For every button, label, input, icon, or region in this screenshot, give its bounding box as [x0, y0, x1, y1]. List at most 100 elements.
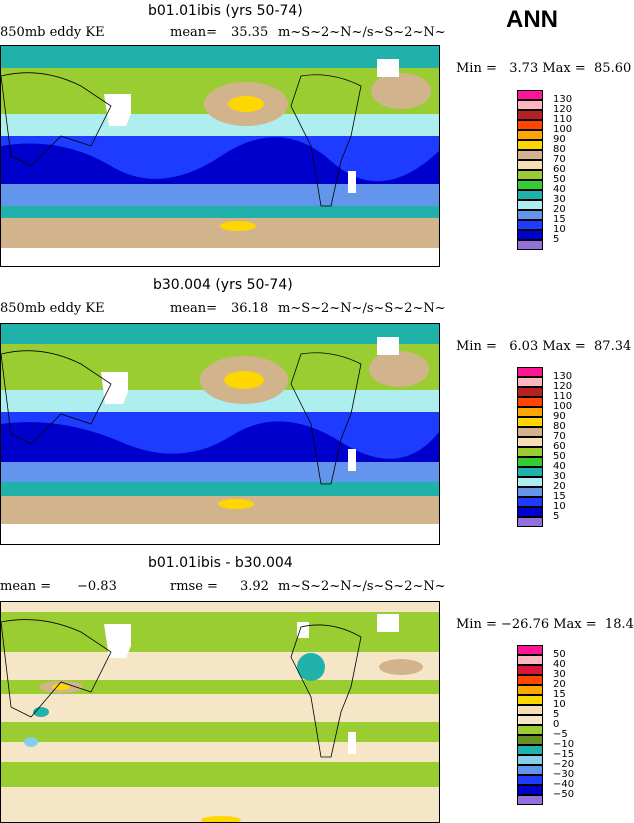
colorbar-swatch	[517, 110, 543, 120]
colorbar-swatch	[517, 447, 543, 457]
panel-1-colorbar: 130 120 110 100 90 80 70 60 50 40 30 20 …	[517, 90, 597, 258]
colorbar-swatch	[517, 497, 543, 507]
panel-2-colorbar: 130 120 110 100 90 80 70 60 50 40 30 20 …	[517, 367, 597, 535]
colorbar-swatch	[517, 397, 543, 407]
colorbar-swatch	[517, 427, 543, 437]
panel-3-units: m~S~2~N~/s~S~2~N~	[278, 579, 446, 594]
colorbar-swatch	[517, 180, 543, 190]
colorbar-swatch	[517, 735, 543, 745]
colorbar-swatch	[517, 377, 543, 387]
colorbar-swatch	[517, 745, 543, 755]
colorbar-label: 15	[553, 689, 566, 700]
colorbar-swatch	[517, 725, 543, 735]
panel-1-minmax: Min = 3.73 Max = 85.60	[456, 61, 632, 76]
colorbar-swatch	[517, 407, 543, 417]
colorbar-label: 90	[553, 134, 566, 145]
colorbar-label: 15	[553, 491, 566, 502]
colorbar-label: 20	[553, 481, 566, 492]
panel-2-units: m~S~2~N~/s~S~2~N~	[278, 301, 446, 316]
panel-3-rmse-value: 3.92	[240, 579, 269, 594]
colorbar-swatch	[517, 645, 543, 655]
colorbar-swatch	[517, 150, 543, 160]
colorbar-label: 5	[553, 234, 560, 245]
colorbar-label: 60	[553, 441, 566, 452]
colorbar-label: 20	[553, 204, 566, 215]
panel-1-variable: 850mb eddy KE	[0, 25, 105, 40]
colorbar-swatch	[517, 675, 543, 685]
season-label: ANN	[506, 6, 558, 33]
colorbar-swatch	[517, 367, 543, 377]
panel-3-title: b01.01ibis - b30.004	[148, 555, 293, 571]
colorbar-swatch	[517, 457, 543, 467]
colorbar-label: −15	[553, 749, 575, 760]
colorbar-label: 120	[553, 381, 573, 392]
colorbar-swatch	[517, 705, 543, 715]
colorbar-label: 110	[553, 114, 573, 125]
colorbar-swatch	[517, 507, 543, 517]
colorbar-swatch	[517, 437, 543, 447]
panel-3-minmax: Min = −26.76 Max = 18.45	[456, 617, 634, 632]
colorbar-label: 10	[553, 699, 566, 710]
colorbar-label: 5	[553, 709, 560, 720]
colorbar-label: −10	[553, 739, 575, 750]
colorbar-swatch	[517, 130, 543, 140]
panel-2-title: b30.004 (yrs 50-74)	[153, 277, 293, 293]
colorbar-label: 40	[553, 184, 566, 195]
panel-3-mean-label: mean =	[0, 579, 52, 594]
colorbar-swatch	[517, 240, 543, 250]
colorbar-label: 50	[553, 649, 566, 660]
colorbar-swatch	[517, 477, 543, 487]
panel-3-contour-field	[1, 602, 439, 822]
colorbar-label: −5	[553, 729, 568, 740]
colorbar-label: 30	[553, 669, 566, 680]
panel-2-mean-label: mean=	[170, 301, 218, 316]
colorbar-label: 20	[553, 679, 566, 690]
colorbar-swatch	[517, 140, 543, 150]
colorbar-label: 130	[553, 371, 573, 382]
colorbar-label: 70	[553, 154, 566, 165]
colorbar-label: 120	[553, 104, 573, 115]
colorbar-label: 50	[553, 451, 566, 462]
colorbar-swatch	[517, 120, 543, 130]
panel-1-map	[0, 45, 440, 267]
colorbar-swatch	[517, 685, 543, 695]
colorbar-label: 40	[553, 461, 566, 472]
panel-3-map	[0, 601, 440, 823]
colorbar-swatch	[517, 210, 543, 220]
colorbar-label: 30	[553, 194, 566, 205]
colorbar-swatch	[517, 775, 543, 785]
colorbar-label: 0	[553, 719, 560, 730]
colorbar-swatch	[517, 220, 543, 230]
colorbar-swatch	[517, 417, 543, 427]
panel-1-mean-label: mean=	[170, 25, 218, 40]
colorbar-label: −40	[553, 779, 575, 790]
colorbar-swatch	[517, 200, 543, 210]
colorbar-label: 100	[553, 401, 573, 412]
colorbar-swatch	[517, 665, 543, 675]
panel-3-colorbar: 50 40 30 20 15 10 5 0 −5 −10 −15 −20 −30…	[517, 645, 597, 813]
colorbar-swatch	[517, 387, 543, 397]
panel-3-rmse-label: rmse =	[170, 579, 218, 594]
colorbar-swatch	[517, 90, 543, 100]
panel-2-contour-field	[1, 324, 439, 544]
colorbar-label: 40	[553, 659, 566, 670]
colorbar-swatch	[517, 785, 543, 795]
colorbar-label: 80	[553, 421, 566, 432]
colorbar-label: −30	[553, 769, 575, 780]
panel-1-title: b01.01ibis (yrs 50-74)	[148, 3, 303, 19]
colorbar-swatch	[517, 517, 543, 527]
colorbar-label: 70	[553, 431, 566, 442]
colorbar-swatch	[517, 755, 543, 765]
panel-1-contour-field	[1, 46, 439, 266]
colorbar-label: 10	[553, 501, 566, 512]
colorbar-swatch	[517, 160, 543, 170]
colorbar-label: 50	[553, 174, 566, 185]
colorbar-swatch	[517, 695, 543, 705]
panel-3-mean-value: −0.83	[77, 579, 117, 594]
colorbar-label: 110	[553, 391, 573, 402]
colorbar-label: −20	[553, 759, 575, 770]
colorbar-swatch	[517, 487, 543, 497]
panel-2-variable: 850mb eddy KE	[0, 301, 105, 316]
colorbar-label: −50	[553, 789, 575, 800]
panel-2-minmax: Min = 6.03 Max = 87.34	[456, 339, 632, 354]
